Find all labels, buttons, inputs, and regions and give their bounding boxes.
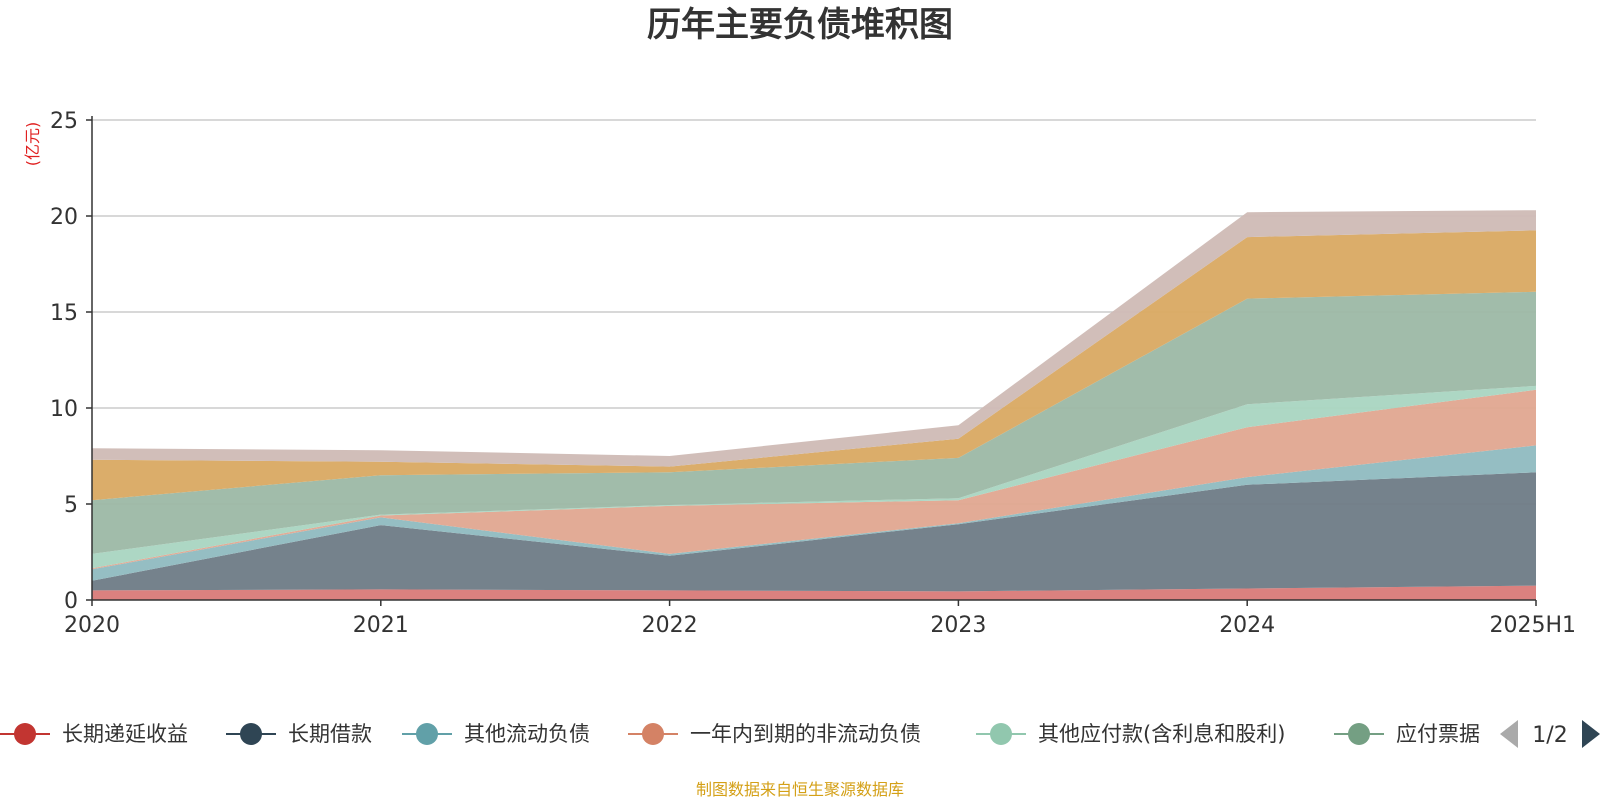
legend-item[interactable]: 其他流动负债: [402, 722, 590, 746]
y-tick-label: 20: [50, 205, 78, 230]
legend-prev-icon[interactable]: [1500, 720, 1518, 748]
legend-label: 一年内到期的非流动负债: [690, 722, 921, 746]
axes: 0 5 10 15 20 25 2020 2021 2022 2023 2024 2025H1: [50, 109, 1576, 638]
area-series-5: [92, 291, 1536, 554]
x-tick-label: 2020: [64, 613, 120, 638]
legend-next-icon[interactable]: [1582, 720, 1600, 748]
area-series-6: [92, 230, 1536, 501]
area-series-0: [92, 585, 1536, 600]
legend-marker-icon: [642, 723, 664, 745]
legend-item[interactable]: 其他应付款(含利息和股利): [976, 722, 1285, 746]
area-series-4: [92, 385, 1536, 569]
legend-marker-icon: [1348, 723, 1370, 745]
legend-page-indicator: 1/2: [1532, 723, 1567, 748]
legend-item[interactable]: 长期借款: [226, 722, 372, 746]
data-source-note: 制图数据来自恒生聚源数据库: [696, 780, 904, 799]
legend-item[interactable]: 长期递延收益: [0, 722, 188, 746]
x-tick-label: 2021: [353, 613, 409, 638]
x-tick-label: 2025H1: [1489, 613, 1576, 638]
legend-marker-icon: [990, 723, 1012, 745]
legend-pager[interactable]: 1/2: [1500, 720, 1600, 748]
legend-label: 其他应付款(含利息和股利): [1038, 722, 1285, 746]
y-tick-label: 10: [50, 397, 78, 422]
y-axis-unit: (亿元): [23, 122, 42, 167]
y-tick-label: 0: [64, 589, 78, 614]
y-tick-label: 5: [64, 493, 78, 518]
legend-marker-icon: [240, 723, 262, 745]
legend-item[interactable]: 应付票据: [1334, 722, 1480, 746]
legend-item[interactable]: 一年内到期的非流动负债: [628, 722, 921, 746]
x-tick-label: 2022: [642, 613, 698, 638]
legend-label: 其他流动负债: [464, 722, 590, 746]
legend-marker-icon: [416, 723, 438, 745]
legend-marker-icon: [14, 723, 36, 745]
x-tick-label: 2023: [930, 613, 986, 638]
area-series: [92, 210, 1536, 600]
x-tick-label: 2024: [1219, 613, 1275, 638]
legend-label: 长期借款: [288, 722, 372, 746]
area-series-7: [92, 210, 1536, 467]
y-tick-label: 25: [50, 109, 78, 134]
legend-items[interactable]: 长期递延收益 长期借款 其他流动负债 一年内到期的非流动负债 其他应付款(含利息和股利)…: [0, 722, 1480, 746]
area-series-1: [92, 472, 1536, 592]
legend-label: 长期递延收益: [62, 722, 188, 746]
legend-label: 应付票据: [1396, 722, 1480, 746]
chart-title: 历年主要负债堆积图: [647, 5, 953, 45]
area-series-3: [92, 389, 1536, 570]
legend[interactable]: 长期递延收益 长期借款 其他流动负债 一年内到期的非流动负债 其他应付款(含利息和股利)…: [0, 722, 1480, 746]
y-tick-label: 15: [50, 301, 78, 326]
